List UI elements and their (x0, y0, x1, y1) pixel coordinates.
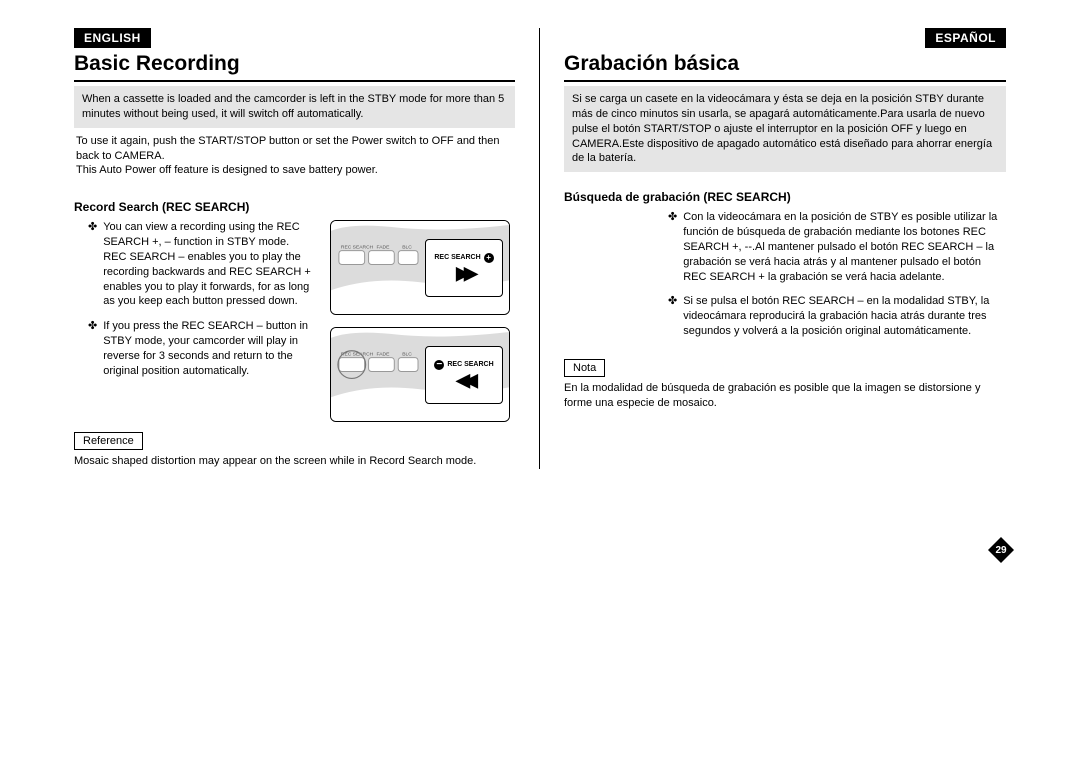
note-label-english: Reference (74, 432, 143, 450)
plus-icon: + (484, 253, 494, 263)
bullet-icon: ✤ (668, 210, 677, 284)
svg-text:FADE: FADE (376, 352, 390, 358)
lang-badge-spanish: ESPAÑOL (925, 28, 1006, 48)
bullet-item: ✤ Con la videocámara en la posición de S… (654, 210, 1006, 284)
figure-rec-search-minus: REC SEARCH FADE BLC − REC SEARCH ◀◀ (330, 327, 510, 422)
page-number: 29 (988, 537, 1014, 563)
forward-arrows-icon: ▶▶ (456, 263, 472, 284)
svg-text:BLC: BLC (402, 245, 412, 251)
backward-arrows-icon: ◀◀ (456, 370, 472, 391)
bullet-text: Si se pulsa el botón REC SEARCH – en la … (683, 294, 1006, 339)
section-head-english: Record Search (REC SEARCH) (74, 200, 515, 214)
bullet-icon: ✤ (88, 319, 97, 378)
figure-rec-search-plus: REC SEARCH FADE BLC REC SEARCH + ▶▶ (330, 220, 510, 315)
svg-text:FADE: FADE (376, 245, 390, 251)
note-text-spanish: En la modalidad de búsqueda de grabación… (564, 381, 1006, 411)
bullets-spanish: ✤ Con la videocámara en la posición de S… (564, 210, 1006, 339)
page-number-badge: 29 (988, 537, 1014, 563)
bullets-english: ✤ You can view a recording using the REC… (74, 220, 315, 422)
title-english: Basic Recording (74, 50, 515, 82)
fig-label: REC SEARCH (447, 361, 493, 368)
bullet-text: Con la videocámara en la posición de STB… (683, 210, 1006, 284)
title-spanish: Grabación básica (564, 50, 1006, 82)
figure-stack: REC SEARCH FADE BLC REC SEARCH + ▶▶ (325, 220, 515, 422)
svg-text:BLC: BLC (402, 352, 412, 358)
fig-label: REC SEARCH (434, 254, 480, 261)
intro-follow-english: To use it again, push the START/STOP but… (74, 132, 515, 193)
intro-box-spanish: Si se carga un casete en la videocámara … (564, 86, 1006, 172)
section-head-spanish: Búsqueda de grabación (REC SEARCH) (564, 190, 1006, 204)
manual-page: ENGLISH Basic Recording When a cassette … (0, 0, 1080, 763)
minus-icon: − (434, 360, 444, 370)
bullet-icon: ✤ (668, 294, 677, 339)
intro-box-english: When a cassette is loaded and the camcor… (74, 86, 515, 128)
bullet-item: ✤ If you press the REC SEARCH – button i… (74, 319, 315, 378)
body-row: ✤ You can view a recording using the REC… (74, 220, 515, 422)
note-text-english: Mosaic shaped distortion may appear on t… (74, 454, 515, 469)
note-label-spanish: Nota (564, 359, 605, 377)
bullet-icon: ✤ (88, 220, 97, 309)
svg-text:REC SEARCH: REC SEARCH (341, 245, 374, 251)
bullet-item: ✤ Si se pulsa el botón REC SEARCH – en l… (654, 294, 1006, 339)
bullet-text: If you press the REC SEARCH – button in … (103, 319, 315, 378)
bullet-item: ✤ You can view a recording using the REC… (74, 220, 315, 309)
two-column-layout: ENGLISH Basic Recording When a cassette … (60, 28, 1020, 469)
spanish-column: ESPAÑOL Grabación básica Si se carga un … (540, 28, 1020, 469)
lang-badge-english: ENGLISH (74, 28, 151, 48)
english-column: ENGLISH Basic Recording When a cassette … (60, 28, 540, 469)
bullet-text: You can view a recording using the REC S… (103, 220, 315, 309)
